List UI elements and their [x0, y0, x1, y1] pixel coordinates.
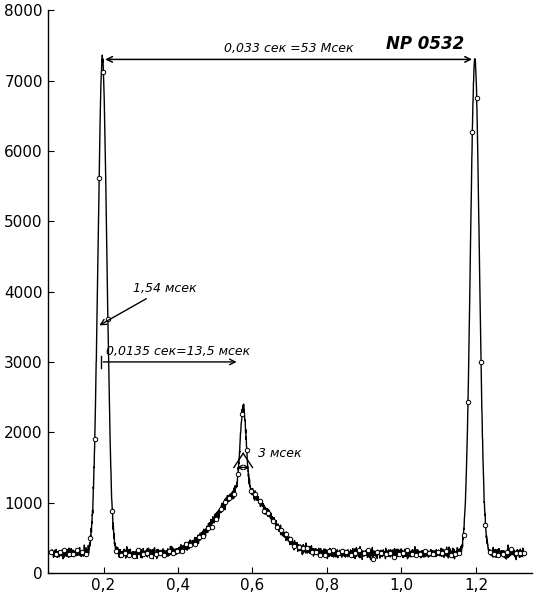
Text: 0,0135 сек=13,5 мсек: 0,0135 сек=13,5 мсек: [106, 344, 250, 358]
Text: 1,54 мсек: 1,54 мсек: [101, 282, 197, 325]
Text: 3 мсек: 3 мсек: [258, 447, 302, 460]
Text: 0,033 сек =53 Мсек: 0,033 сек =53 Мсек: [224, 42, 353, 55]
Text: NP 0532: NP 0532: [386, 35, 464, 54]
